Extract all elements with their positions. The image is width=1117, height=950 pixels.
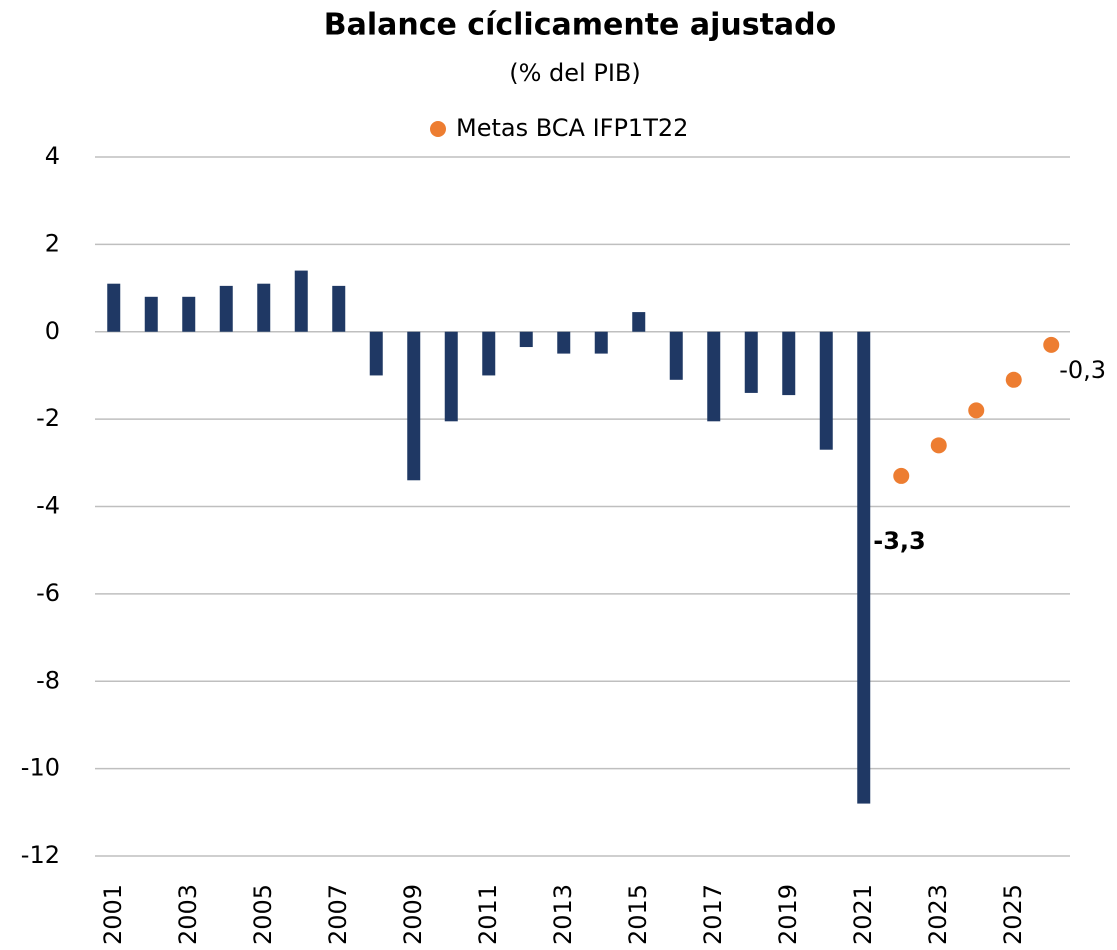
bar <box>519 331 533 348</box>
bar <box>857 331 871 804</box>
y-tick-label: 0 <box>45 317 60 345</box>
bar <box>219 285 233 332</box>
dot <box>1005 371 1022 388</box>
chart-title: Balance cíclicamente ajustado <box>324 8 837 43</box>
bar <box>819 331 833 450</box>
x-tick-label: 2017 <box>699 884 727 945</box>
dot <box>893 467 910 484</box>
y-tick-label: -6 <box>36 579 60 607</box>
bar <box>294 270 308 332</box>
dot <box>1043 336 1060 353</box>
y-tick-label: -2 <box>36 404 60 432</box>
bar <box>482 331 496 376</box>
x-tick-label: 2005 <box>249 884 277 945</box>
bar <box>257 283 271 332</box>
y-tick-label: -10 <box>21 754 60 782</box>
legend-marker <box>430 121 446 137</box>
y-tick-label: 2 <box>45 229 60 257</box>
x-tick-label: 2023 <box>924 884 952 945</box>
x-tick-label: 2013 <box>549 884 577 945</box>
bar <box>594 331 608 354</box>
bar <box>669 331 683 380</box>
bar <box>632 312 646 332</box>
legend-label: Metas BCA IFP1T22 <box>456 114 688 142</box>
x-tick-label: 2025 <box>999 884 1027 945</box>
x-tick-label: 2015 <box>624 884 652 945</box>
value-label: -3,3 <box>873 527 925 555</box>
bar <box>782 331 796 396</box>
x-tick-label: 2019 <box>774 884 802 945</box>
x-tick-label: 2021 <box>849 884 877 945</box>
x-tick-label: 2011 <box>474 884 502 945</box>
dot <box>968 402 985 419</box>
chart-subtitle: (% del PIB) <box>509 59 640 87</box>
bar <box>144 296 158 332</box>
bar <box>332 285 346 332</box>
bar <box>444 331 458 422</box>
dot <box>930 437 947 454</box>
bar <box>107 283 121 332</box>
y-tick-label: -4 <box>36 492 60 520</box>
bar <box>744 331 758 393</box>
x-tick-label: 2009 <box>399 884 427 945</box>
bar <box>707 331 721 422</box>
x-tick-label: 2007 <box>324 884 352 945</box>
y-tick-label: -8 <box>36 666 60 694</box>
x-tick-label: 2003 <box>174 884 202 945</box>
y-tick-label: 4 <box>45 142 60 170</box>
bar <box>369 331 383 376</box>
x-tick-label: 2001 <box>99 884 127 945</box>
bar <box>182 296 196 332</box>
bar <box>407 331 421 481</box>
y-tick-label: -12 <box>21 841 60 869</box>
value-label: -0,3 <box>1059 356 1106 384</box>
bar <box>557 331 571 354</box>
